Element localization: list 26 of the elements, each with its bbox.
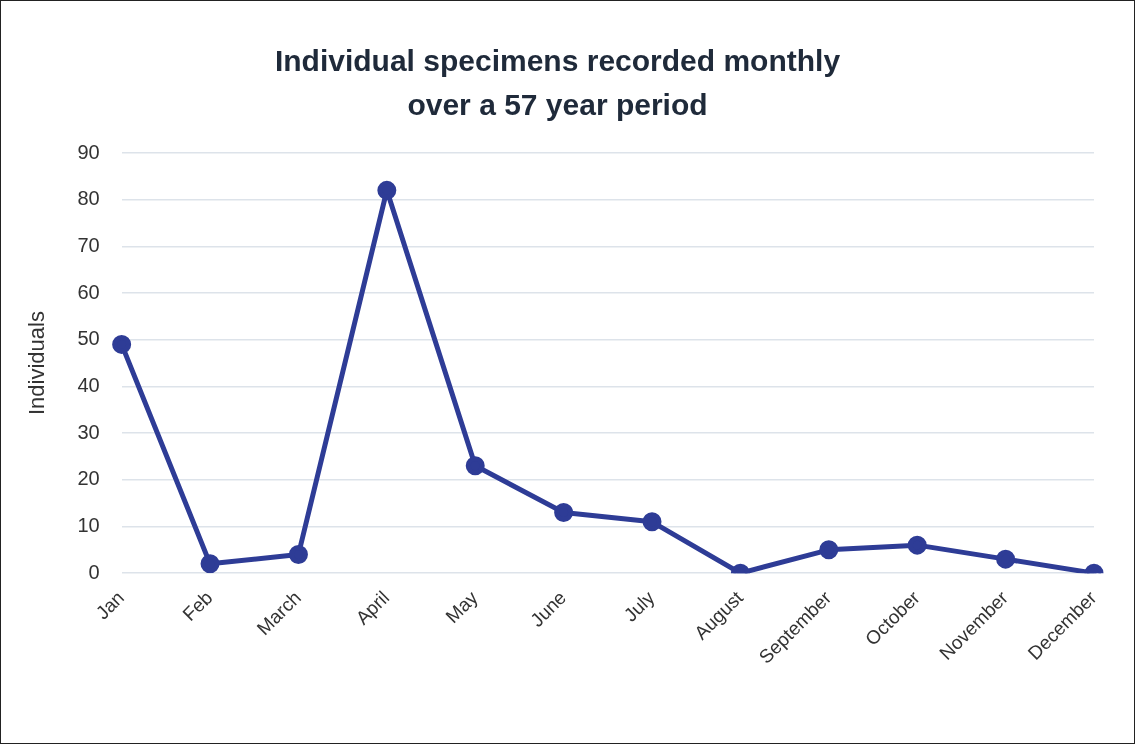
point <box>465 456 485 476</box>
y-tick-label: 50 <box>77 327 100 350</box>
point <box>642 512 662 532</box>
y-tick-label: 40 <box>77 373 100 396</box>
point <box>996 549 1016 569</box>
point <box>288 544 308 564</box>
point <box>819 540 839 560</box>
point <box>112 334 132 354</box>
y-axis-title: Individuals <box>24 311 50 416</box>
point <box>200 554 220 574</box>
chart-title: Individual specimens recorded monthly over a 57 year period <box>274 44 841 121</box>
x-tick-label: May <box>441 586 483 628</box>
x-tick-label: Jan <box>91 586 129 624</box>
y-tick-label: 30 <box>77 420 100 443</box>
y-tick-label: 70 <box>77 233 100 256</box>
x-tick-label: July <box>619 586 659 626</box>
y-tick-label: 20 <box>77 467 100 490</box>
point <box>554 502 574 522</box>
y-tick-label: 80 <box>77 187 100 210</box>
point <box>907 535 927 555</box>
y-tick-label: 60 <box>77 280 100 303</box>
x-tick-label: Feb <box>178 586 217 625</box>
y-tick-label: 0 <box>88 560 100 583</box>
y-tick-label: 90 <box>77 140 100 163</box>
point <box>377 180 397 200</box>
y-tick-label: 10 <box>77 513 100 536</box>
